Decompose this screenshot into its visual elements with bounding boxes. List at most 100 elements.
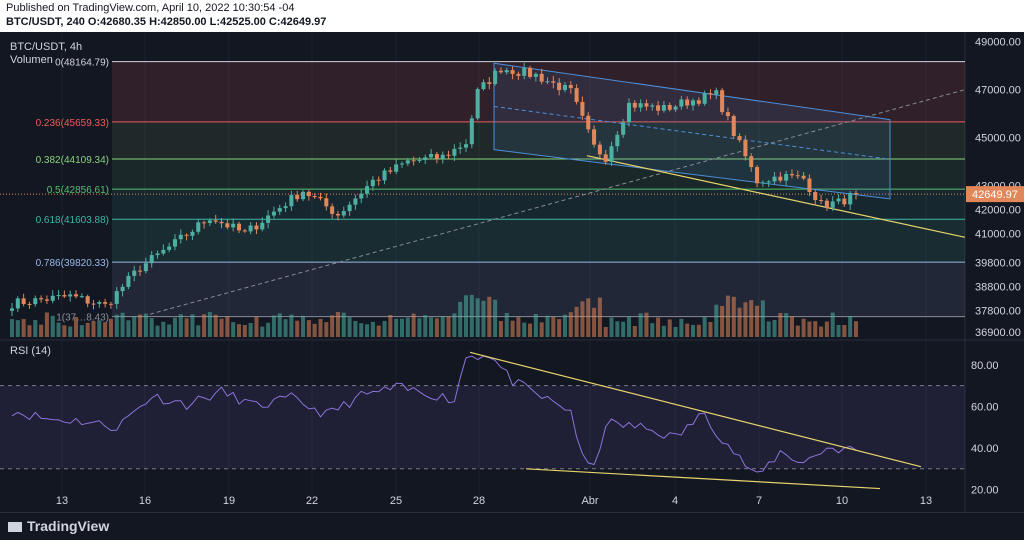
- time-tick-label: 7: [756, 495, 762, 507]
- candle-body: [9, 308, 15, 311]
- volume-bar: [469, 294, 474, 337]
- candle-body: [493, 70, 498, 84]
- candle-body: [382, 170, 387, 181]
- fib-label: 0(48164.79): [55, 58, 109, 69]
- volume-bar: [167, 324, 172, 337]
- time-tick-label: 16: [139, 495, 151, 507]
- candle-body: [417, 160, 422, 162]
- candle-body: [690, 100, 696, 106]
- volume-bar: [79, 325, 84, 337]
- candlestick-series: [9, 62, 859, 317]
- candle-body: [679, 99, 684, 107]
- volume-bar: [149, 318, 154, 337]
- volume-bar: [458, 301, 463, 337]
- candle-body: [132, 270, 137, 276]
- volume-bar: [120, 312, 125, 337]
- volume-bar: [382, 320, 387, 337]
- support-trendline: [586, 155, 966, 238]
- volume-bar: [172, 317, 178, 337]
- candle-body: [772, 176, 777, 182]
- volume-bar: [266, 322, 271, 337]
- long-trendline: [149, 89, 966, 315]
- candle-body: [219, 221, 224, 224]
- volume-bar: [656, 317, 661, 337]
- volume-bar: [138, 314, 143, 337]
- volume-bar: [359, 323, 364, 337]
- volume-bar: [760, 300, 765, 337]
- tradingview-logo[interactable]: TradingView: [8, 518, 109, 534]
- candle-body: [196, 222, 201, 232]
- candle-body: [306, 191, 311, 197]
- fib-label: 0.786(39820.33): [36, 258, 109, 269]
- fib-label: 0.5(42856.61): [47, 185, 109, 196]
- volume-bar: [85, 322, 90, 337]
- volume-bar: [74, 316, 79, 337]
- candle-body: [440, 154, 445, 159]
- candle-body: [667, 104, 672, 110]
- candle-body: [44, 299, 49, 301]
- ohlc-text: BTC/USDT, 240 O:42680.35 H:42850.00 L:42…: [6, 16, 327, 28]
- volume-bar: [475, 298, 480, 337]
- fib-zone: [112, 262, 965, 317]
- time-tick-label: 13: [56, 495, 68, 507]
- volume-bar: [743, 302, 748, 337]
- volume-bar: [155, 325, 160, 337]
- volume-bar: [626, 316, 632, 337]
- volume-bar: [370, 321, 375, 337]
- candle-body: [586, 115, 591, 130]
- candle-body: [580, 101, 585, 116]
- volume-bar: [289, 314, 294, 337]
- candle-body: [522, 67, 527, 76]
- candle-body: [714, 90, 719, 95]
- candle-body: [411, 160, 416, 162]
- candle-body: [172, 239, 178, 247]
- volume-bar: [56, 322, 61, 337]
- volume-bar: [562, 314, 567, 337]
- rsi-tick-label: 60.00: [971, 401, 999, 413]
- fib-label: 0.618(41603.88): [36, 215, 109, 226]
- volume-bar: [690, 324, 696, 337]
- volume-bar: [498, 320, 503, 337]
- volume-bar: [39, 324, 44, 337]
- volume-bar: [504, 313, 509, 337]
- candle-body: [644, 103, 649, 107]
- volume-bar: [807, 321, 812, 337]
- candle-body: [39, 298, 44, 300]
- candle-body: [347, 204, 352, 212]
- volume-bar: [108, 318, 113, 337]
- candle-body: [557, 82, 562, 91]
- trend-drawings: [0, 62, 966, 315]
- candle-body: [161, 249, 166, 254]
- volume-label: Volumen: [10, 54, 53, 66]
- volume-bar: [661, 325, 666, 337]
- candle-body: [138, 270, 143, 272]
- candle-body: [551, 81, 556, 83]
- candle-body: [394, 164, 399, 172]
- published-text: Published on TradingView.com, April 10, …: [6, 2, 295, 14]
- volume-bar: [202, 314, 207, 337]
- volume-bar: [324, 322, 329, 337]
- candle-body: [202, 222, 207, 224]
- volume-bar: [568, 312, 573, 337]
- volume-bar: [225, 316, 230, 337]
- rsi-resistance-line: [469, 351, 922, 468]
- candle-body: [848, 193, 853, 205]
- rsi-tick-label: 80.00: [971, 360, 999, 372]
- volume-bar: [819, 326, 824, 337]
- candle-body: [778, 176, 783, 181]
- candle-body: [528, 67, 533, 77]
- volume-bar: [236, 324, 242, 337]
- candle-body: [475, 89, 480, 119]
- volume-bar: [341, 312, 346, 337]
- volume-bar: [91, 320, 96, 337]
- candle-body: [836, 198, 841, 202]
- chart-canvas[interactable]: 0(48164.79) 0.236(45659.33) 0.382(44109.34…: [0, 32, 1024, 512]
- volume-bar: [213, 314, 218, 337]
- axes: 49000.0047000.0045000.0043000.0042000.00…: [56, 37, 1024, 507]
- candle-body: [842, 198, 847, 205]
- candle-body: [597, 144, 602, 155]
- last-price-badge: [966, 186, 1024, 203]
- candle-body: [120, 286, 125, 292]
- volume-bar: [696, 324, 701, 337]
- fib-zone: [112, 219, 965, 263]
